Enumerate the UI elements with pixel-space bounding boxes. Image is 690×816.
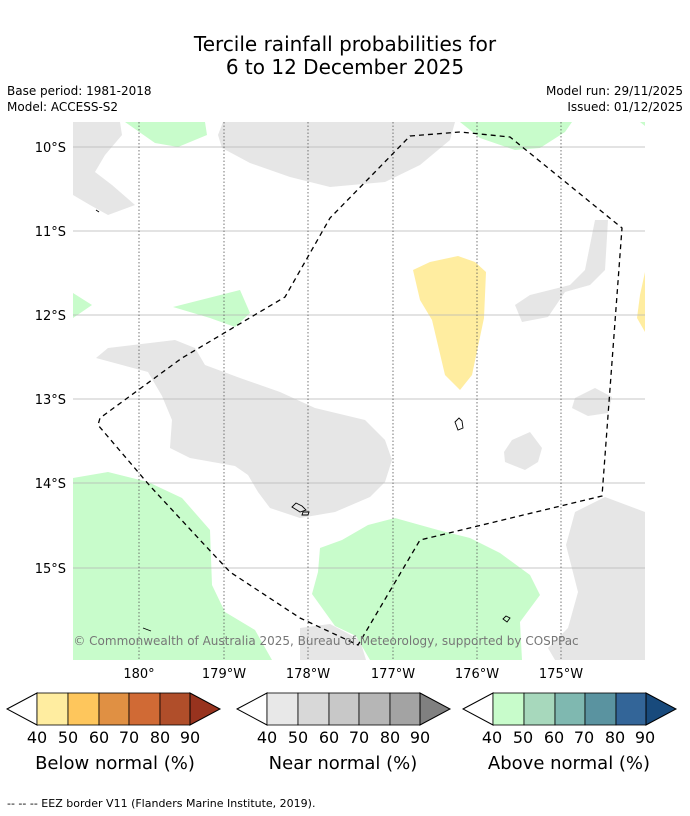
cb-below-tick: 60: [88, 728, 110, 747]
cb-above-swatch-3: [584, 692, 617, 726]
eez-border: [97, 131, 623, 646]
latitude-gridlines: [73, 146, 645, 569]
cb-above-tick: 40: [481, 728, 503, 747]
lon-label-177w: 177°W: [371, 667, 415, 682]
cb-below-swatch-2: [98, 692, 130, 726]
cb-below-tick: 50: [57, 728, 79, 747]
cb-below-tick: 70: [118, 728, 140, 747]
cb-above-swatch-4: [615, 692, 647, 726]
lat-label-10s: 10°S: [35, 141, 66, 156]
cb-near-swatch-3: [358, 692, 391, 726]
cb-above-swatch-0: [492, 692, 525, 726]
issued-date: Issued: 01/12/2025: [567, 100, 683, 114]
colorbar-near-normal: [236, 692, 452, 726]
cb-above-swatch-5: [645, 692, 678, 726]
lon-label-180: 180°: [123, 667, 154, 682]
cb-above-tick: 50: [512, 728, 534, 747]
islands: [95, 209, 511, 632]
cb-near-swatch-0: [266, 692, 299, 726]
colorbar-above-label: Above normal (%): [487, 753, 651, 774]
model-run: Model run: 29/11/2025: [545, 84, 683, 98]
lat-label-15s: 15°S: [35, 562, 66, 577]
lon-label-175w: 175°W: [539, 667, 583, 682]
base-period: Base period: 1981-2018: [7, 84, 152, 98]
lat-label-13s: 13°S: [35, 393, 66, 408]
colorbar-above-normal: [462, 692, 678, 726]
lat-label-11s: 11°S: [35, 225, 66, 240]
cb-near-swatch-2: [328, 692, 360, 726]
cb-near-tick: 60: [318, 728, 340, 747]
lat-label-12s: 12°S: [35, 309, 66, 324]
cb-above-tick: 70: [573, 728, 595, 747]
cb-below-swatch-5: [189, 692, 222, 726]
cb-above-tick: 90: [634, 728, 656, 747]
below-normal-regions: [413, 256, 645, 390]
cb-near-swatch-1: [297, 692, 330, 726]
eez-footnote: -- -- -- EEZ border V11 (Flanders Marine…: [7, 797, 316, 810]
cb-below-swatch-4: [159, 692, 191, 726]
cb-near-swatch-5: [419, 692, 452, 726]
cb-below-tick: 90: [179, 728, 201, 747]
cb-below-swatch-0: [36, 692, 69, 726]
lon-label-176w: 176°W: [455, 667, 499, 682]
cb-near-swatch-4: [389, 692, 421, 726]
cb-near-tick: 50: [287, 728, 309, 747]
cb-above-tick: 80: [604, 728, 626, 747]
copyright-notice: © Commonwealth of Australia 2025, Bureau…: [73, 634, 578, 648]
cb-below-tick: 40: [26, 728, 48, 747]
longitude-gridlines: [138, 122, 562, 660]
cb-above-swatch-1: [523, 692, 556, 726]
colorbar-below-label: Below normal (%): [35, 753, 195, 774]
near-normal-regions: [73, 122, 645, 660]
model-name: Model: ACCESS-S2: [7, 100, 119, 114]
cb-below-swatch-3: [128, 692, 161, 726]
cb-near-tick: 70: [348, 728, 370, 747]
title-line-2: 6 to 12 December 2025: [225, 55, 465, 79]
lon-label-179w: 179°W: [202, 667, 246, 682]
cb-above-swatch-2: [554, 692, 586, 726]
colorbar-near-label: Near normal (%): [268, 753, 418, 774]
cb-below-tick: 80: [149, 728, 171, 747]
colorbar-below-normal: [6, 692, 222, 726]
probability-map: 10°S 11°S 12°S 13°S 14°S 15°S 180° 179°W…: [35, 122, 645, 682]
lon-label-178w: 178°W: [286, 667, 330, 682]
cb-near-tick: 40: [256, 728, 278, 747]
cb-near-tick: 90: [409, 728, 431, 747]
cb-near-tick: 80: [379, 728, 401, 747]
above-normal-regions: [73, 122, 645, 660]
title-line-1: Tercile rainfall probabilities for: [193, 32, 497, 56]
cb-below-swatch-1: [67, 692, 100, 726]
cb-above-tick: 60: [543, 728, 565, 747]
lat-label-14s: 14°S: [35, 477, 66, 492]
